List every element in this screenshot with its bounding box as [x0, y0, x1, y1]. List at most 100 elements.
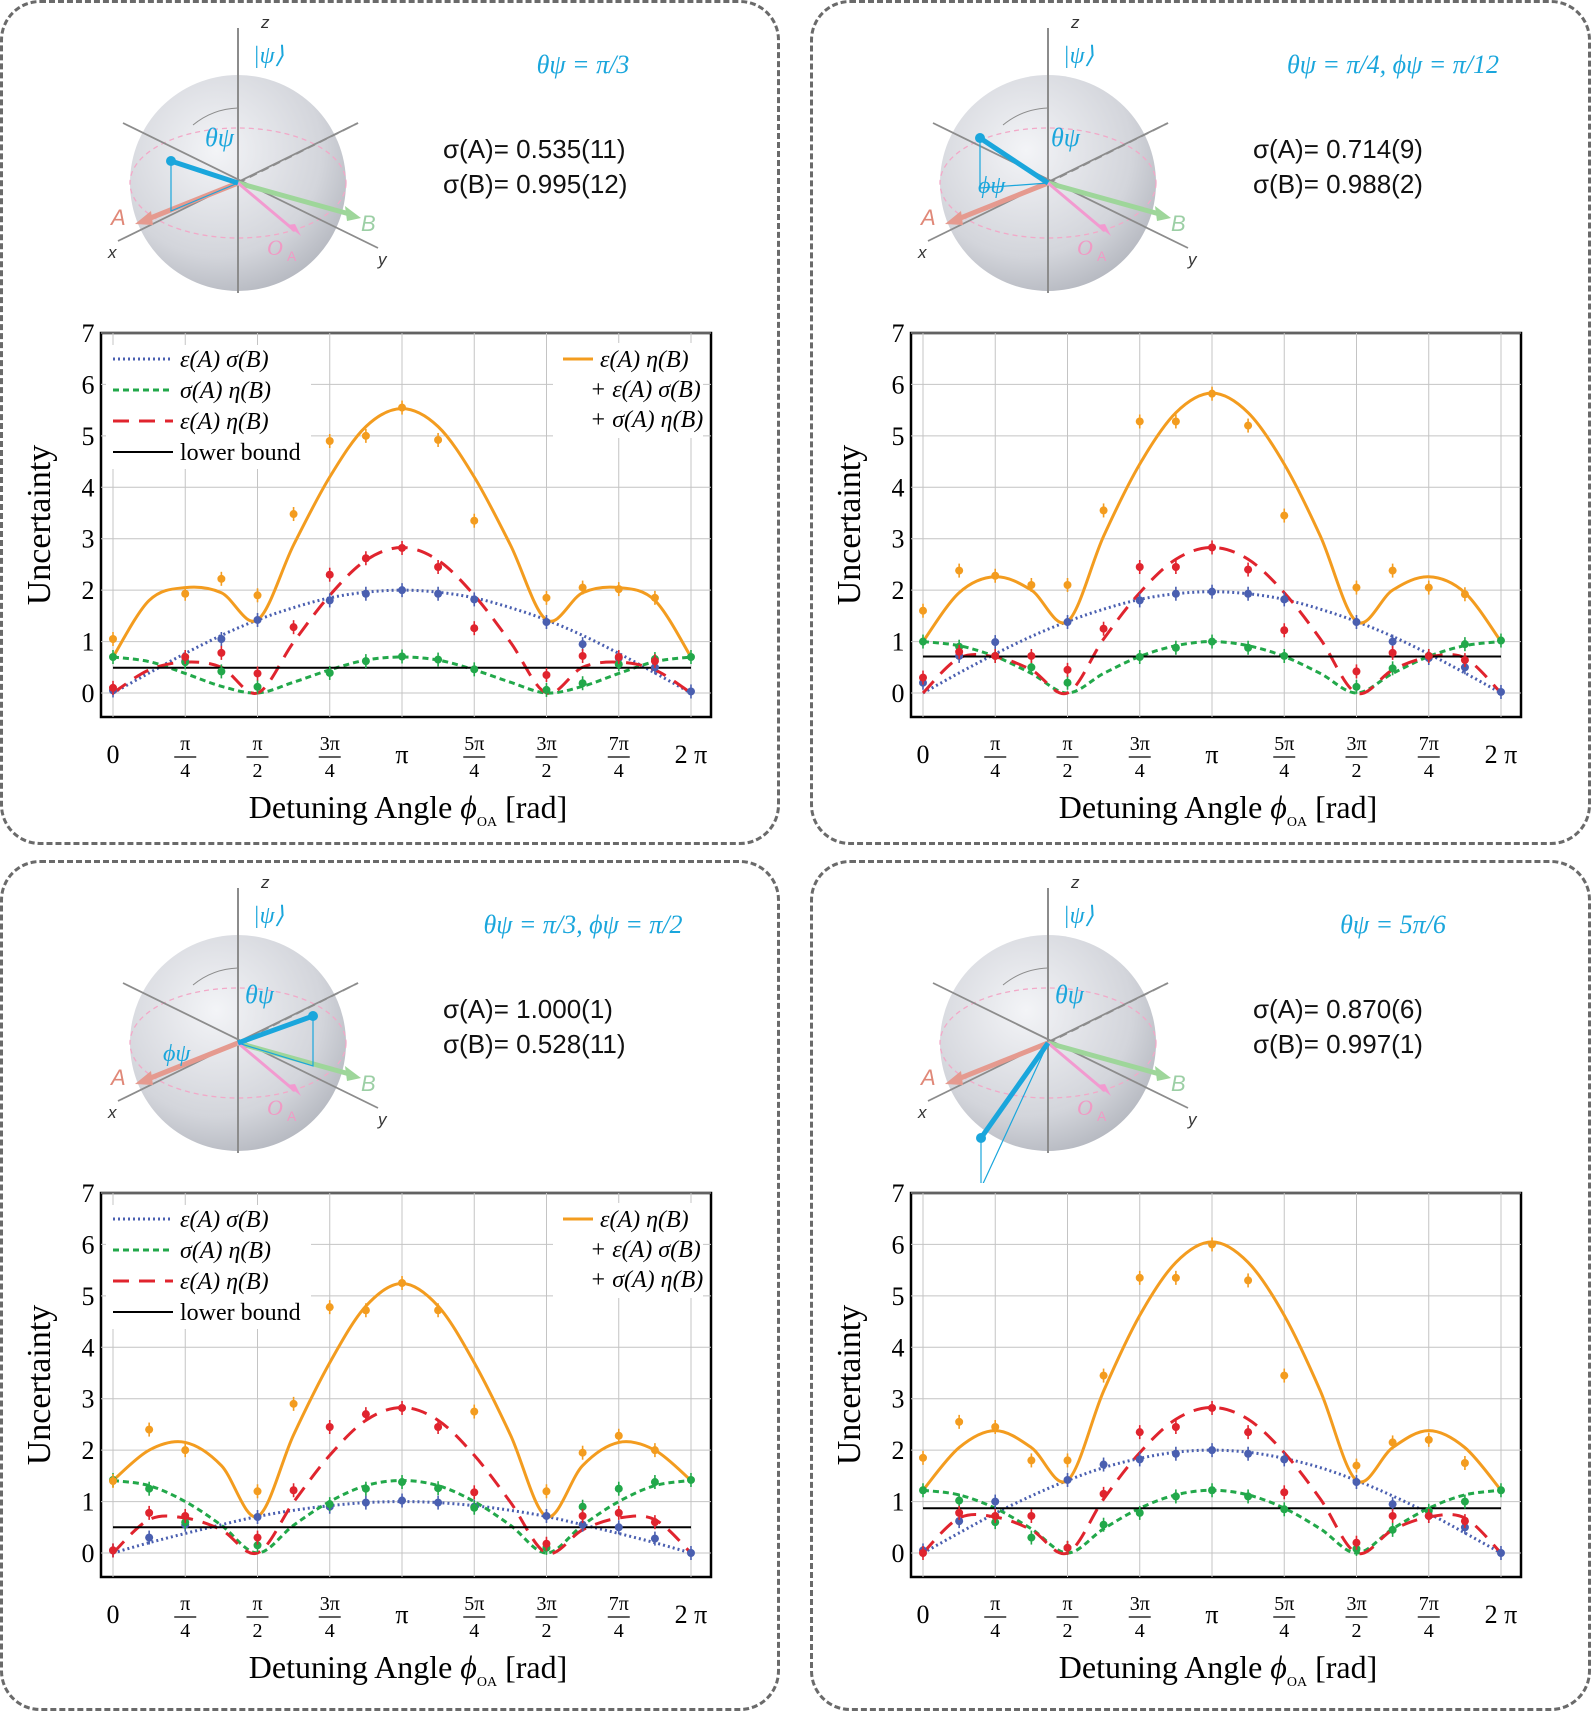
A-label: A	[919, 1065, 936, 1090]
B-label: B	[1171, 1071, 1186, 1096]
x-tick-label-den: 4	[469, 760, 479, 782]
A-vector	[952, 180, 1049, 224]
legend-label: lower bound	[180, 440, 301, 466]
data-point	[1280, 1488, 1289, 1497]
data-point	[470, 1503, 479, 1512]
series-line	[111, 1405, 693, 1556]
data-point	[919, 637, 927, 646]
data-point	[1063, 678, 1072, 687]
data-point	[1280, 1505, 1289, 1514]
y-axis-label: y	[377, 250, 388, 269]
data-point	[1352, 618, 1361, 627]
data-point	[470, 516, 479, 525]
data-point	[578, 1502, 587, 1511]
data-point	[1280, 626, 1289, 635]
data-point	[650, 1518, 659, 1527]
legend-label: ε(A) σ(B)	[180, 1207, 269, 1233]
data-point	[614, 653, 623, 661]
data-point	[325, 1500, 334, 1509]
projection-line	[170, 161, 239, 212]
data-point	[289, 1399, 298, 1408]
data-point	[1063, 1475, 1072, 1484]
legend: ε(A) σ(B) σ(A) η(B) ε(A) η(B) lower bound ε(…	[106, 343, 703, 469]
y-tick-label: 1	[892, 628, 905, 657]
ket-label: |ψ⟩	[253, 43, 285, 69]
y-tick-label: 6	[82, 370, 95, 399]
x-tick-label-den: 4	[1424, 760, 1434, 782]
data-point	[955, 1417, 964, 1426]
data-point	[289, 623, 298, 632]
y-axis-title: Uncertainty	[21, 445, 58, 606]
OA-vector	[1047, 181, 1106, 233]
data-point	[398, 1496, 407, 1505]
legend-label: + σ(A) η(B)	[590, 1267, 703, 1293]
A-label: A	[109, 1065, 126, 1090]
data-point	[109, 635, 117, 643]
data-point	[1388, 1438, 1397, 1447]
data-point	[650, 1446, 659, 1455]
data-point	[1460, 1517, 1469, 1526]
data-point	[145, 1425, 154, 1434]
data-point	[398, 403, 407, 412]
sigma-B: σ(B)= 0.995(12)	[443, 169, 627, 199]
x-tick-label: π	[180, 733, 190, 755]
y-tick-label: 0	[892, 1539, 905, 1568]
x-tick-label-den: 2	[541, 760, 551, 782]
x-tick-label: 5π	[464, 1593, 484, 1615]
data-point	[434, 1306, 443, 1315]
x-axis-label: x	[917, 243, 927, 262]
sigma-A: σ(A)= 0.870(6)	[1253, 994, 1423, 1024]
data-point	[1280, 651, 1289, 660]
A-label: A	[109, 205, 126, 230]
x-tick-label-den: 4	[180, 760, 190, 782]
x-axis-title: Detuning Angle ϕOA [rad]	[1059, 1649, 1378, 1690]
data-point	[991, 651, 1000, 660]
data-point	[325, 570, 334, 579]
phi-label: ϕψ	[978, 173, 1006, 199]
x-axis-label: x	[107, 1103, 117, 1122]
series-line	[922, 590, 1502, 695]
data-point	[919, 1453, 927, 1462]
x-tick-label-den: 4	[180, 1620, 190, 1642]
y-tick-label: 3	[82, 1385, 95, 1414]
data-point	[686, 1549, 695, 1557]
x-tick-label: 5π	[464, 733, 484, 755]
y-axis-label: y	[377, 1110, 388, 1129]
x-tick-label: 5π	[1274, 733, 1294, 755]
data-point	[1135, 563, 1144, 571]
OA-label: O	[1077, 235, 1093, 260]
data-point	[955, 1496, 964, 1505]
y-tick-label: 4	[82, 1333, 95, 1362]
data-point	[1460, 656, 1469, 665]
x-tick-label: π	[395, 740, 408, 769]
x-tick-label: 3π	[536, 733, 556, 755]
ket-label: |ψ⟩	[1063, 43, 1095, 69]
legend-label: ε(A) σ(B)	[180, 347, 269, 373]
data-point	[434, 1484, 443, 1493]
x-tick-label-den: 4	[1135, 1620, 1145, 1642]
projection-line	[980, 1042, 1049, 1183]
data-point	[1171, 1449, 1180, 1458]
OA-label: O	[267, 1095, 283, 1120]
data-point	[1027, 1511, 1036, 1520]
y-tick-label: 6	[82, 1230, 95, 1259]
OA-sub-label: A	[287, 248, 297, 264]
data-point	[398, 543, 407, 552]
data-point	[361, 1498, 370, 1507]
data-point	[1208, 1240, 1217, 1249]
series-line	[112, 655, 692, 695]
data-point	[1244, 1428, 1253, 1437]
A-label: A	[919, 205, 936, 230]
data-point	[1063, 618, 1072, 627]
state-vector	[237, 1013, 314, 1046]
x-tick-label: 3π	[1346, 1593, 1366, 1615]
data-point	[1388, 566, 1397, 575]
plot-area	[909, 331, 1523, 719]
x-tick-label: π	[252, 1593, 262, 1615]
data-point	[1135, 653, 1144, 661]
x-tick-label: 3π	[320, 733, 340, 755]
data-point	[1424, 1511, 1433, 1520]
